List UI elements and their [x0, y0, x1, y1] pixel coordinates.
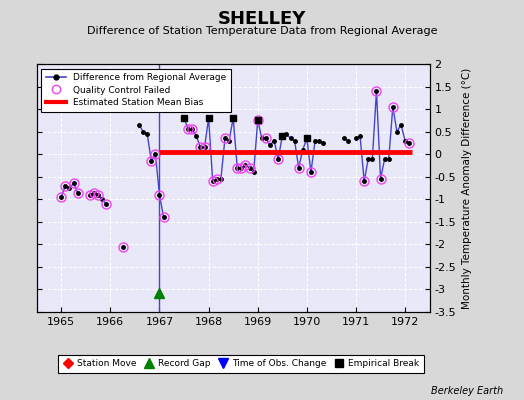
Text: SHELLEY: SHELLEY	[218, 10, 306, 28]
Legend: Station Move, Record Gap, Time of Obs. Change, Empirical Break: Station Move, Record Gap, Time of Obs. C…	[58, 355, 424, 373]
Legend: Difference from Regional Average, Quality Control Failed, Estimated Station Mean: Difference from Regional Average, Qualit…	[41, 68, 231, 112]
Text: Berkeley Earth: Berkeley Earth	[431, 386, 503, 396]
Y-axis label: Monthly Temperature Anomaly Difference (°C): Monthly Temperature Anomaly Difference (…	[462, 67, 472, 309]
Text: Difference of Station Temperature Data from Regional Average: Difference of Station Temperature Data f…	[87, 26, 437, 36]
